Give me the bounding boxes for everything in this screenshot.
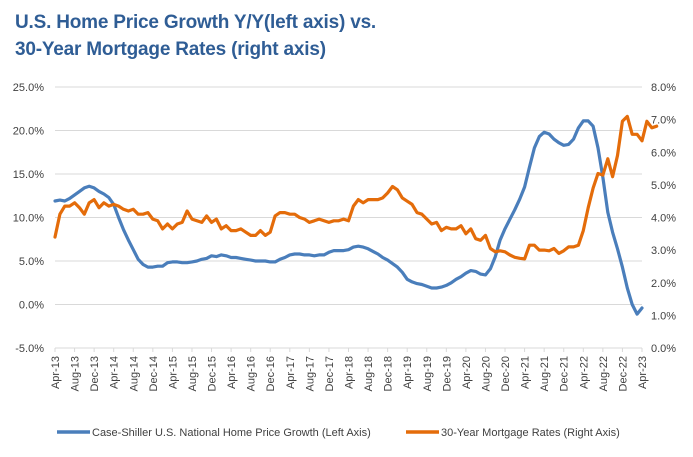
x-tick-label: Dec-21	[559, 356, 571, 391]
x-tick-label: Apr-20	[461, 356, 473, 389]
y-right-tick-label: 7.0%	[651, 115, 676, 127]
y-left-tick-label: 10.0%	[13, 213, 44, 225]
mortgage-rate-line	[53, 114, 659, 261]
y-left-tick-label: 15.0%	[13, 169, 44, 181]
y-right-tick-label: 8.0%	[651, 82, 676, 94]
x-tick-label: Aug-19	[422, 356, 434, 391]
gridlines	[55, 86, 642, 305]
x-tick-label: Aug-14	[128, 356, 140, 391]
y-left-tick-label: 5.0%	[19, 256, 44, 268]
x-tick-label: Apr-17	[285, 356, 297, 389]
y-left-tick-label: 0.0%	[19, 300, 44, 312]
x-tick-label: Dec-18	[383, 356, 395, 391]
plot-lines	[53, 114, 659, 316]
y-right-tick-label: 5.0%	[651, 180, 676, 192]
legend: Case-Shiller U.S. National Home Price Gr…	[57, 427, 620, 439]
chart-title: U.S. Home Price Growth Y/Y(left axis) vs…	[15, 9, 376, 63]
x-tick-label: Dec-19	[441, 356, 453, 391]
x-tick-label: Dec-14	[148, 356, 160, 391]
y-right-tick-label: 6.0%	[651, 147, 676, 159]
y-right-tick-label: 1.0%	[651, 310, 676, 322]
x-axis: Apr-13 Aug-13 Dec-13 Apr-14 Aug-14 Dec-14 Apr-…	[50, 347, 649, 391]
x-tick-label: Aug-21	[539, 356, 551, 391]
x-tick-label: Apr-21	[520, 356, 532, 389]
y-left-tick-label: 25.0%	[13, 82, 44, 94]
x-tick-label: Apr-13	[50, 356, 62, 389]
x-tick-label: Apr-19	[402, 356, 414, 389]
x-tick-label: Aug-16	[246, 356, 258, 391]
x-tick-label: Aug-13	[70, 356, 82, 391]
x-tick-label: Dec-17	[324, 356, 336, 391]
y-right-tick-label: 4.0%	[651, 213, 676, 225]
x-tick-label: Dec-13	[89, 356, 101, 391]
x-tick-label: Apr-15	[167, 356, 179, 389]
x-tick-label: Apr-14	[109, 356, 121, 389]
x-tick-label: Apr-16	[226, 356, 238, 389]
x-tick-label: Dec-22	[617, 356, 629, 391]
y-axis-left: -5.0% 0.0% 5.0% 10.0% 15.0% 20.0% 25.0%	[13, 82, 44, 355]
x-tick-label: Aug-20	[480, 356, 492, 391]
home-price-growth-line	[53, 119, 644, 316]
y-left-tick-label: 20.0%	[13, 126, 44, 138]
x-tick-label: Dec-15	[207, 356, 219, 391]
y-right-tick-label: 2.0%	[651, 278, 676, 290]
legend-label-home-price: Case-Shiller U.S. National Home Price Gr…	[92, 427, 371, 439]
chart-title-line-1: U.S. Home Price Growth Y/Y(left axis) vs…	[15, 12, 377, 33]
legend-label-mortgage: 30-Year Mortgage Rates (Right Axis)	[441, 427, 620, 439]
y-axis-right: 0.0% 1.0% 2.0% 3.0% 4.0% 5.0% 6.0% 7.0% 8.0%	[651, 82, 676, 355]
y-right-tick-label: 3.0%	[651, 245, 676, 257]
x-tick-label: Aug-17	[304, 356, 316, 391]
chart-title-line-2: 30-Year Mortgage Rates (right axis)	[15, 39, 326, 60]
x-tick-label: Aug-15	[187, 356, 199, 391]
y-left-tick-label: -5.0%	[15, 343, 44, 355]
x-tick-label: Dec-20	[500, 356, 512, 391]
x-tick-label: Apr-22	[578, 356, 590, 389]
x-tick-label: Apr-23	[637, 356, 649, 389]
x-tick-label: Dec-16	[265, 356, 277, 391]
y-right-tick-label: 0.0%	[651, 343, 676, 355]
x-tick-label: Apr-18	[344, 356, 356, 389]
x-tick-label: Aug-22	[598, 356, 610, 391]
x-tick-label: Aug-18	[363, 356, 375, 391]
